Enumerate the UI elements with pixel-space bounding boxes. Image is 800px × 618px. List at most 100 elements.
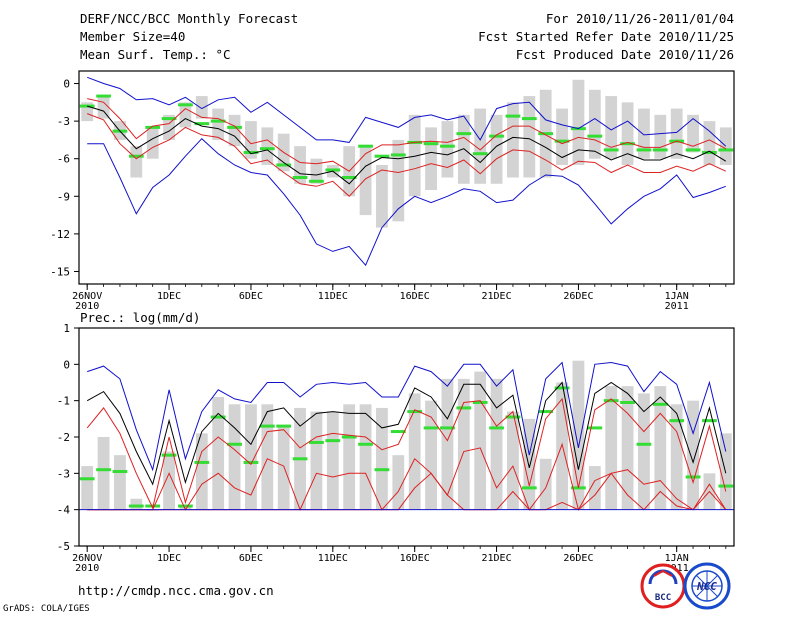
median-mark bbox=[407, 410, 423, 414]
y-tick-label: -2 bbox=[57, 431, 70, 444]
median-mark bbox=[521, 117, 537, 121]
bcc-logo: BCC bbox=[640, 563, 686, 609]
median-mark bbox=[521, 486, 537, 490]
y-tick-label: -3 bbox=[57, 115, 70, 128]
spread-bar bbox=[81, 466, 94, 510]
median-mark bbox=[472, 152, 488, 156]
variable-label: Mean Surf. Temp.: °C bbox=[80, 47, 231, 62]
median-mark bbox=[210, 415, 226, 419]
spread-bar bbox=[523, 96, 536, 178]
median-mark bbox=[358, 442, 373, 446]
median-mark bbox=[718, 148, 734, 152]
forecast-period: For 2010/11/26-2011/01/04 bbox=[545, 11, 734, 26]
spread-bar bbox=[195, 433, 208, 510]
spread-bar bbox=[588, 466, 601, 510]
median-mark bbox=[489, 134, 504, 138]
median-mark bbox=[636, 442, 652, 446]
ensemble-max-line bbox=[87, 76, 727, 147]
std-lower-line bbox=[87, 113, 727, 198]
std-upper-line bbox=[86, 397, 727, 510]
median-mark bbox=[309, 179, 324, 183]
spread-bar bbox=[457, 378, 470, 510]
median-mark bbox=[587, 134, 603, 138]
median-mark bbox=[276, 424, 292, 428]
spread-bar bbox=[425, 400, 437, 510]
spread-bar bbox=[392, 455, 405, 510]
spread-bar bbox=[621, 102, 634, 165]
spread-bar bbox=[572, 79, 585, 165]
median-mark bbox=[194, 460, 210, 464]
median-mark bbox=[161, 453, 177, 457]
median-mark bbox=[603, 148, 619, 152]
median-mark bbox=[194, 122, 210, 126]
spread-bar bbox=[523, 418, 536, 510]
median-mark bbox=[603, 399, 619, 403]
median-mark bbox=[309, 440, 324, 444]
spread-bar bbox=[130, 498, 143, 510]
median-mark bbox=[669, 419, 685, 423]
x-tick-label: 6DEC bbox=[239, 291, 263, 302]
median-mark bbox=[161, 117, 177, 121]
bcc-logo-text: BCC bbox=[655, 593, 671, 603]
spread-bar bbox=[130, 146, 143, 178]
spread-bar bbox=[638, 108, 650, 159]
source-url: http://cmdp.ncc.cma.gov.cn bbox=[78, 583, 274, 598]
spread-bar bbox=[146, 127, 159, 159]
median-mark bbox=[79, 477, 95, 481]
spread-bar bbox=[490, 378, 503, 510]
median-mark bbox=[505, 415, 521, 419]
median-mark bbox=[341, 176, 357, 179]
spread-bar bbox=[359, 146, 372, 216]
median-mark bbox=[620, 400, 635, 404]
median-mark bbox=[587, 426, 603, 430]
median-mark bbox=[538, 132, 554, 136]
median-mark bbox=[227, 442, 242, 446]
median-mark bbox=[554, 139, 570, 143]
median-mark bbox=[358, 144, 373, 148]
ncc-logo-text: NCC bbox=[696, 580, 717, 593]
ensemble-min-line bbox=[87, 137, 726, 267]
spread-bar bbox=[638, 393, 650, 510]
spread-bar bbox=[245, 121, 257, 159]
spread-bar bbox=[212, 108, 225, 140]
median-mark bbox=[718, 484, 734, 488]
median-mark bbox=[210, 119, 226, 123]
spread-bar bbox=[441, 121, 454, 178]
x-tick-label: 21DEC bbox=[482, 291, 512, 302]
y-tick-label: -9 bbox=[57, 190, 70, 203]
forecast-produced-date: Fcst Produced Date 2010/11/26 bbox=[515, 47, 734, 62]
spread-bar bbox=[588, 89, 601, 159]
spread-bar bbox=[326, 411, 339, 510]
spread-bar bbox=[114, 455, 126, 510]
x-tick-label: 26NOV bbox=[72, 553, 102, 564]
y-tick-label: -15 bbox=[50, 265, 70, 278]
spread-bar bbox=[507, 411, 519, 510]
spread-bar bbox=[294, 146, 306, 184]
median-mark bbox=[276, 163, 292, 167]
median-mark bbox=[374, 468, 390, 472]
median-mark bbox=[423, 426, 439, 430]
plot-frame bbox=[78, 327, 735, 547]
x-tick-year-label: 2010 bbox=[75, 563, 99, 574]
x-tick-label: 1JAN bbox=[665, 553, 689, 564]
spread-bar bbox=[474, 371, 487, 510]
median-mark bbox=[341, 435, 357, 439]
x-tick-label: 26DEC bbox=[563, 553, 593, 564]
spread-bar bbox=[392, 139, 405, 222]
spread-bar bbox=[376, 407, 388, 510]
ensemble-max-line bbox=[87, 361, 727, 472]
spread-bar bbox=[179, 506, 192, 510]
x-tick-label: 6DEC bbox=[239, 553, 263, 564]
median-mark bbox=[96, 468, 111, 472]
plot-frame bbox=[78, 70, 735, 285]
median-mark bbox=[685, 148, 701, 152]
median-mark bbox=[292, 457, 308, 461]
spread-bar bbox=[245, 404, 257, 510]
spread-bar bbox=[97, 437, 110, 510]
std-lower-line bbox=[87, 442, 727, 512]
grads-credit: GrADS: COLA/IGES bbox=[3, 604, 90, 614]
y-tick-label: -12 bbox=[50, 228, 70, 241]
spread-bar bbox=[703, 121, 716, 165]
median-mark bbox=[243, 460, 259, 464]
